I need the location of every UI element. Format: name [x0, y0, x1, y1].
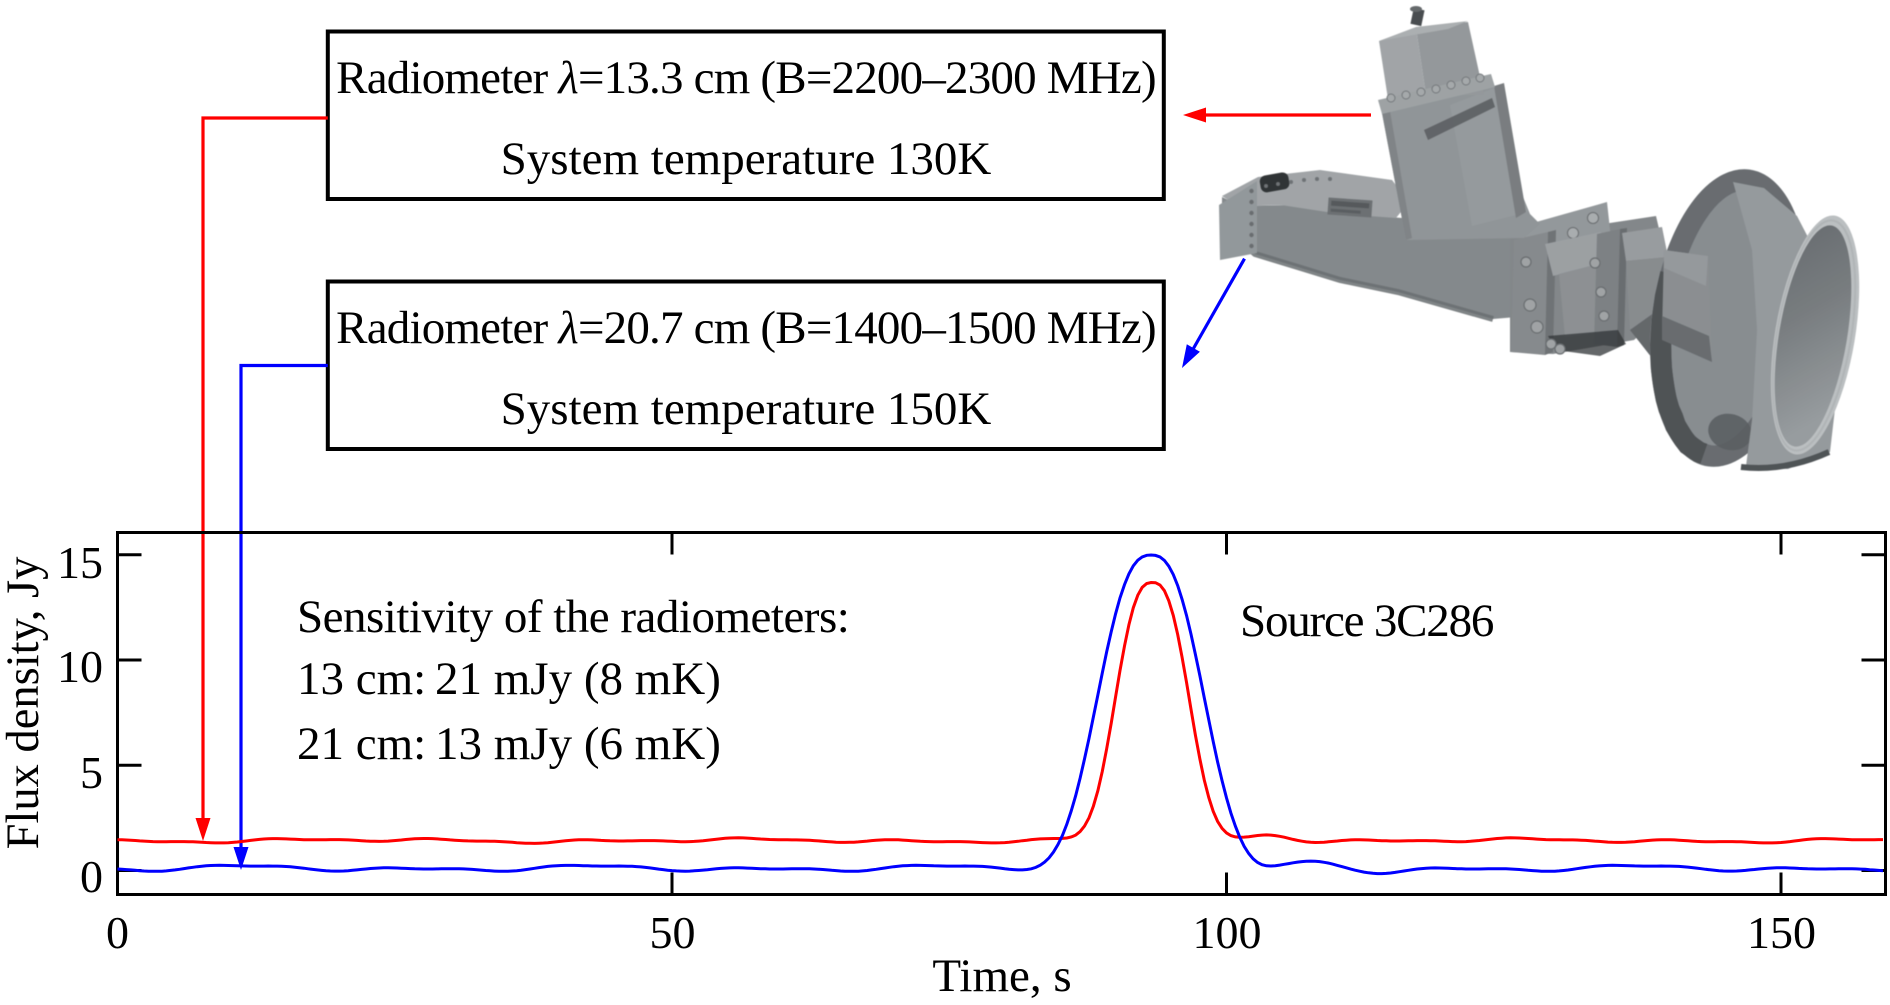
svg-text:Radiometer λ=13.3 cm (B=2200–2: Radiometer λ=13.3 cm (B=2200–2300 MHz)	[336, 52, 1156, 104]
svg-text:System temperature 130K: System temperature 130K	[501, 133, 992, 185]
svg-text:System temperature 150K: System temperature 150K	[501, 383, 992, 435]
svg-text:150: 150	[1747, 907, 1816, 958]
svg-text:100: 100	[1193, 907, 1262, 958]
svg-text:21 cm:13 mJy (6 mK): 21 cm: 13 mJy (6 mK)	[297, 718, 721, 770]
svg-text:13 cm:21 mJy (8 mK): 13 cm: 21 mJy (8 mK)	[297, 653, 721, 705]
svg-text:Time, s: Time, s	[932, 950, 1071, 1002]
svg-text:0: 0	[106, 907, 129, 958]
svg-text:10: 10	[57, 641, 103, 692]
svg-text:Sensitivity of the radiometers: Sensitivity of the radiometers:	[297, 591, 849, 643]
svg-text:50: 50	[650, 907, 696, 958]
svg-text:5: 5	[80, 747, 103, 798]
svg-text:Radiometer λ=20.7 cm (B=1400–1: Radiometer λ=20.7 cm (B=1400–1500 MHz)	[336, 302, 1156, 354]
svg-text:0: 0	[80, 851, 103, 902]
svg-text:Source 3C286: Source 3C286	[1240, 595, 1494, 647]
svg-text:Flux density, Jy: Flux density, Jy	[0, 556, 49, 850]
svg-text:15: 15	[57, 537, 103, 588]
